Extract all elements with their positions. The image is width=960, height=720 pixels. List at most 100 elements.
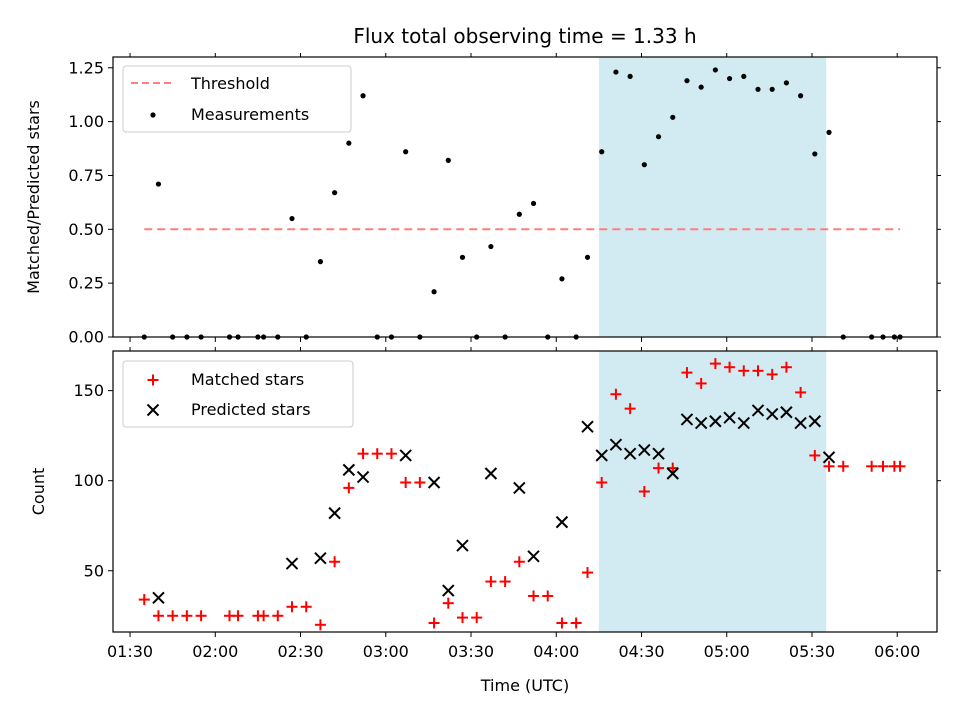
observing-span (598, 57, 827, 337)
y-tick-label: 0.25 (68, 274, 104, 293)
matched-point (329, 556, 341, 568)
predicted-point (737, 416, 750, 430)
predicted-point (456, 539, 469, 552)
matched-legend-swatch (147, 374, 159, 386)
measurement-point (488, 243, 494, 250)
predicted-point (623, 447, 637, 460)
y-tick-label: 100 (73, 471, 104, 490)
measurement-legend-label: Measurements (191, 105, 309, 124)
predicted-point (555, 515, 569, 529)
chart-title: Flux total observing time = 1.33 h (353, 24, 696, 48)
measurement-point (755, 86, 761, 92)
matched-point (138, 594, 150, 606)
matched-point (300, 601, 312, 613)
measurement-point (431, 289, 437, 295)
measurement-point (317, 259, 324, 265)
measurement-point (712, 67, 718, 73)
predicted-point (709, 415, 722, 428)
predicted-point (356, 470, 370, 484)
measurement-point (741, 73, 747, 79)
predicted-point (328, 506, 341, 520)
count-panel: 01:30 02:00 02:30 03:00 03:30 04:00 04:30 05:00… (29, 347, 941, 661)
count-panel-frame (112, 350, 938, 633)
matched-point (272, 610, 284, 622)
measurement-point (812, 151, 818, 157)
predicted-point (694, 416, 708, 430)
matched-point (570, 617, 582, 629)
predicted-point (442, 584, 455, 597)
matched-point (766, 368, 778, 380)
threshold-legend-label: Threshold (190, 74, 270, 93)
x-tick-label: 02:30 (277, 642, 323, 661)
matched-point (823, 460, 835, 472)
measurement-point (516, 211, 522, 217)
matched-point (442, 597, 454, 609)
matched-point (400, 476, 412, 488)
measurement-point (584, 254, 591, 260)
y-tick-label: 50 (84, 561, 104, 580)
measurement-point (599, 149, 605, 155)
matched-point (167, 610, 179, 622)
predicted-point (765, 407, 779, 421)
x-tick-label: 03:30 (448, 642, 494, 661)
matched-point (596, 476, 608, 488)
y-tick-label: 1.25 (68, 58, 104, 77)
matched-point (456, 612, 468, 624)
count-points (138, 358, 906, 631)
matched-point (780, 361, 792, 373)
measurement-point (360, 93, 366, 99)
count-y-label: Count (29, 468, 48, 516)
measurement-legend-swatch (150, 112, 156, 118)
predicted-point (751, 404, 765, 417)
predicted-point (666, 467, 679, 480)
observing-span (598, 351, 827, 632)
matched-point (499, 576, 511, 588)
matched-point (343, 482, 355, 494)
predicted-point (822, 451, 836, 464)
matched-point (610, 388, 622, 400)
measurement-point (670, 114, 676, 120)
y-tick-label: 0.00 (68, 328, 104, 347)
matched-point (428, 617, 440, 629)
matched-point (181, 610, 193, 622)
matched-point (752, 365, 764, 377)
x-tick-label: 05:30 (789, 642, 835, 661)
measurement-point (613, 69, 619, 75)
predicted-point (581, 420, 594, 433)
matched-point (152, 610, 164, 622)
predicted-point (808, 415, 822, 428)
measurement-point (403, 149, 409, 155)
predicted-point (638, 443, 651, 457)
y-tick-label: 0.75 (68, 166, 104, 185)
measurement-point (289, 215, 295, 222)
measurement-point (627, 73, 633, 79)
highlight-band (598, 57, 827, 337)
count-legend: Matched stars Predicted stars (122, 360, 354, 428)
measurement-point (459, 254, 466, 260)
measurement-point (798, 93, 804, 99)
matched-point (724, 361, 736, 373)
predicted-point (399, 449, 412, 462)
predicted-point (595, 449, 608, 462)
matched-point (877, 460, 889, 472)
matched-point (385, 448, 397, 460)
matched-point (653, 462, 665, 474)
predicted-legend-mark (146, 403, 160, 417)
matched-point (414, 476, 426, 488)
measurement-point (769, 86, 775, 92)
matched-point (709, 358, 721, 370)
matched-point (314, 619, 326, 631)
measurement-point (826, 129, 832, 135)
matched-point (795, 386, 807, 398)
measurement-point (726, 75, 733, 82)
predicted-point (314, 551, 327, 565)
ratio-panel-frame (112, 56, 938, 338)
y-tick-label: 1.00 (68, 112, 104, 131)
predicted-point (427, 476, 441, 489)
matched-point (681, 367, 693, 379)
predicted-legend-label: Predicted stars (191, 400, 311, 419)
measurement-point (530, 200, 537, 207)
measurement-point (332, 190, 338, 196)
predicted-point (652, 447, 665, 460)
